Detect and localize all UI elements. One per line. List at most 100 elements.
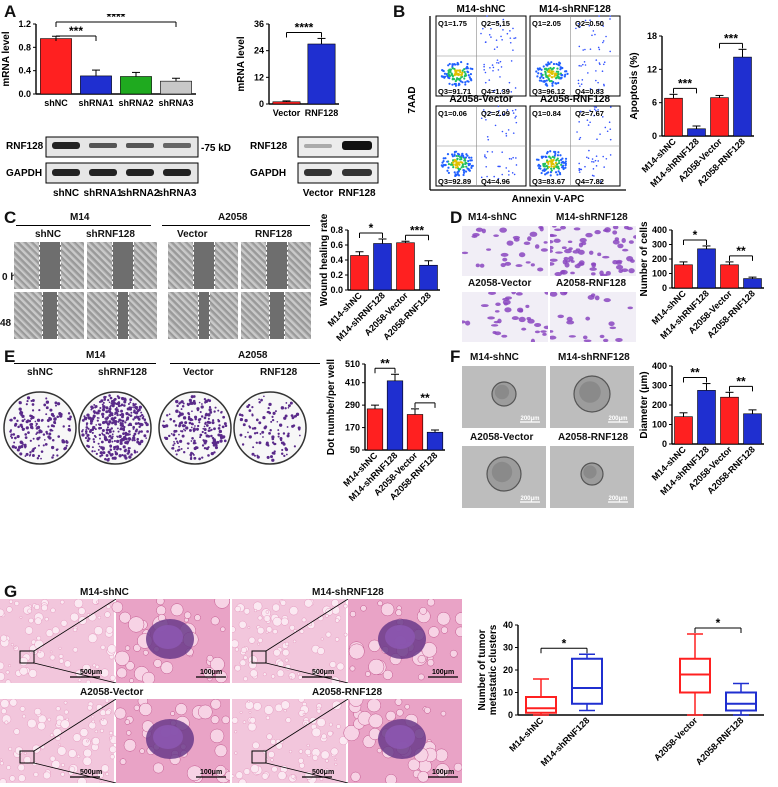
scale-bar-label: 100μm xyxy=(432,769,454,776)
blot-band xyxy=(89,169,117,176)
blot-row-label: RNF128 xyxy=(250,141,288,152)
blot-band xyxy=(304,144,332,148)
panel-label-f: F xyxy=(450,347,461,366)
panel-label-e: E xyxy=(4,347,16,366)
y-tick-label: 510 xyxy=(345,359,360,369)
bar xyxy=(664,97,683,137)
bar xyxy=(396,242,415,291)
y-axis-label: mRNA level xyxy=(236,36,247,91)
y-tick-label: 290 xyxy=(345,400,360,410)
panel-label-c: C xyxy=(4,208,17,227)
x-tick-label: shRNA2 xyxy=(118,98,153,108)
box xyxy=(571,657,603,705)
significance-label: ** xyxy=(736,244,746,258)
row-label: 0 h xyxy=(2,272,17,283)
significance-label: **** xyxy=(107,14,126,24)
wound-healing-images: M14 A2058 shNC shRNF128 Vector RNF128 0 … xyxy=(0,212,320,344)
wound-image xyxy=(14,292,84,339)
y-axis-label: Apoptosis (%) xyxy=(629,52,640,119)
spheroid-image: 200μm xyxy=(550,366,634,428)
y-axis-label: Number of cells xyxy=(639,221,650,296)
image-label: M14-shRNF128 xyxy=(556,212,628,223)
image-label: M14-shNC xyxy=(468,212,517,223)
group-label: A2058 xyxy=(238,350,268,361)
blot-band xyxy=(52,142,80,149)
y-tick-label: 0.0 xyxy=(18,89,31,99)
y-tick-label: 0.8 xyxy=(18,42,31,52)
blot-lane: shRNA2 xyxy=(121,188,160,199)
blot-band xyxy=(304,169,332,176)
spheroid-image: 200μm xyxy=(550,446,634,508)
lung-he-images: M14-shNC 500μm 100μm M14-shRNF128 500μm 100μm… xyxy=(0,585,465,785)
column-label: shNC xyxy=(35,229,62,240)
quadrant-value: Q1=1.75 xyxy=(438,19,467,28)
image-label: A2058-Vector xyxy=(470,432,534,443)
y-tick-label: 0 xyxy=(662,283,667,293)
scale-bar-label: 500μm xyxy=(312,769,334,776)
panel-label-a: A xyxy=(4,2,17,21)
flow-xlabel: Annexin V-APC xyxy=(512,194,585,205)
significance-label: **** xyxy=(295,20,314,34)
flow-plot-title: A2058-Vector xyxy=(449,94,512,105)
y-tick-label: 200 xyxy=(652,254,667,264)
y-tick-label: 18 xyxy=(647,31,657,41)
bar xyxy=(40,38,72,95)
y-tick-label: 36 xyxy=(254,19,264,29)
quadrant-value: Q2=0.50 xyxy=(575,19,604,28)
y-tick-label: 50 xyxy=(350,445,360,455)
colony-plate xyxy=(233,391,307,465)
y-tick-label: 12 xyxy=(647,64,657,74)
significance-label: * xyxy=(369,221,374,235)
x-tick-label: shRNA1 xyxy=(78,98,113,108)
box xyxy=(725,691,757,712)
y-tick-label: 0.0 xyxy=(330,285,343,295)
blot-lane: Vector xyxy=(303,188,334,199)
blot-band-strip xyxy=(45,136,199,158)
scale-bar-label: 100μm xyxy=(200,669,222,676)
bar xyxy=(272,101,301,105)
column-label: shNC xyxy=(27,367,54,378)
quadrant-value: Q2=2.09 xyxy=(481,109,510,118)
row-label: 48 h xyxy=(0,318,21,329)
spheroid-image: 200μm xyxy=(462,366,546,428)
bar xyxy=(307,43,336,105)
group-label: M14 xyxy=(70,212,90,223)
scale-bar-label: 100μm xyxy=(432,669,454,676)
blot-band xyxy=(342,169,372,176)
x-tick-label: M14-shRNF128 xyxy=(539,715,592,768)
flow-plot: A2058-Vector Q1=0.06 Q2=2.09 Q3=92.89 Q4=4.9… xyxy=(435,94,527,187)
bar xyxy=(733,56,752,137)
image-label: M14-shRNF128 xyxy=(558,352,630,363)
bar xyxy=(80,75,112,95)
scale-bar-label: 500μm xyxy=(312,669,334,676)
image-label: A2058-RNF128 xyxy=(558,432,629,443)
y-tick-label: 0.4 xyxy=(18,66,31,76)
bar xyxy=(720,264,739,289)
x-tick-label: A2058-Vector xyxy=(652,715,700,763)
blot-band xyxy=(89,143,117,148)
significance-label: *** xyxy=(69,24,83,38)
column-label: shRNF128 xyxy=(86,229,135,240)
group-label: M14 xyxy=(86,350,106,361)
y-tick-label: 24 xyxy=(254,46,264,56)
transwell-image xyxy=(462,292,548,342)
column-label: RNF128 xyxy=(260,367,298,378)
blot-row-label: GAPDH xyxy=(6,168,42,179)
chart-a2: 0 12 24 36 mRNA level Vector RNF128 **** xyxy=(236,19,339,118)
y-axis-label: Number of tumormetastatic clusters xyxy=(477,624,499,715)
x-tick-label: M14-shNC xyxy=(507,715,546,754)
wound-image xyxy=(168,292,238,339)
wound-image xyxy=(14,242,84,289)
image-label: M14-shRNF128 xyxy=(312,587,384,598)
significance-label: * xyxy=(562,636,567,650)
significance-label: ** xyxy=(420,391,430,405)
y-tick-label: 0 xyxy=(259,99,264,109)
bar xyxy=(743,413,762,445)
image-label: M14-shNC xyxy=(80,587,129,598)
y-tick-label: 6 xyxy=(652,98,657,108)
significance-label: * xyxy=(716,616,721,630)
wound-image xyxy=(241,292,311,339)
y-tick-label: 200 xyxy=(652,400,667,410)
